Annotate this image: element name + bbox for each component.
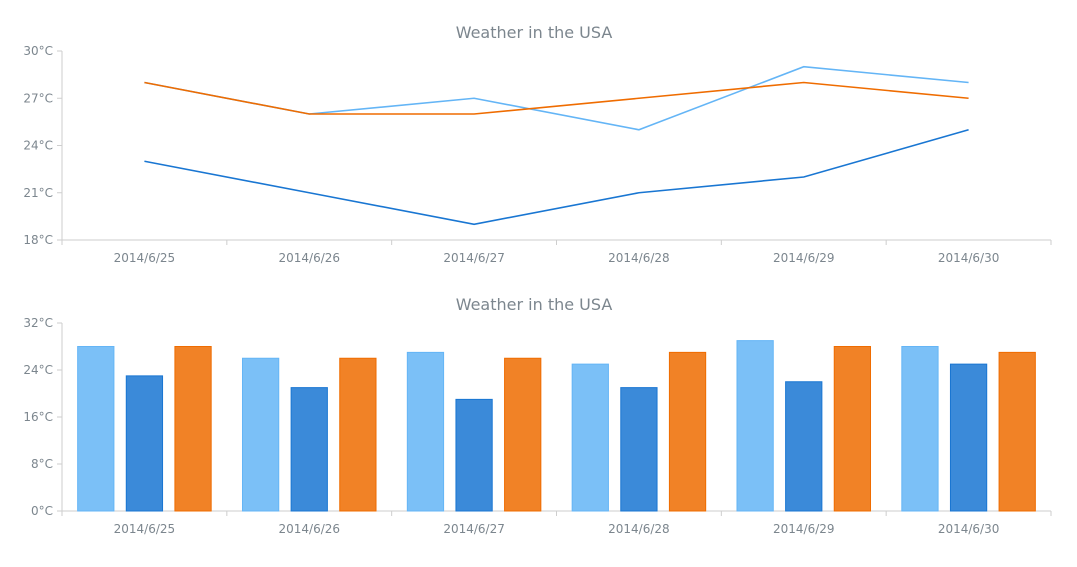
y-tick-label: 8°C xyxy=(31,457,53,471)
bar xyxy=(949,363,988,512)
bar xyxy=(339,357,377,512)
line-series-1 xyxy=(144,65,969,131)
x-tick-label: 2014/6/26 xyxy=(278,522,340,536)
chart-title: Weather in the USA xyxy=(456,23,613,42)
line-series-2 xyxy=(144,128,969,226)
bar xyxy=(785,381,823,512)
y-tick-label: 32°C xyxy=(23,316,53,330)
bar xyxy=(290,387,328,512)
bar xyxy=(125,375,164,512)
y-tick-label: 24°C xyxy=(23,139,53,153)
x-tick-label: 2014/6/29 xyxy=(773,251,835,265)
x-tick-label: 2014/6/29 xyxy=(773,522,835,536)
y-tick-label: 24°C xyxy=(23,363,53,377)
y-tick-label: 30°C xyxy=(23,44,53,58)
bar xyxy=(833,346,872,512)
x-tick-label: 2014/6/27 xyxy=(443,251,505,265)
bar xyxy=(998,351,1036,512)
bar xyxy=(901,346,939,512)
x-tick-label: 2014/6/28 xyxy=(608,522,670,536)
y-tick-label: 0°C xyxy=(31,504,53,518)
bar xyxy=(620,387,658,512)
bar xyxy=(455,398,493,512)
y-tick-label: 21°C xyxy=(23,186,53,200)
x-tick-label: 2014/6/27 xyxy=(443,522,505,536)
bar xyxy=(77,346,115,512)
x-tick-label: 2014/6/30 xyxy=(938,251,1000,265)
bar-chart: Weather in the USA 0°C 8°C 16°C 24°C 32°C 2014… xyxy=(23,295,1052,536)
x-tick-label: 2014/6/26 xyxy=(278,251,340,265)
bar xyxy=(174,346,212,512)
x-tick-label: 2014/6/28 xyxy=(608,251,670,265)
bar xyxy=(736,340,774,512)
bar xyxy=(406,351,445,512)
x-tick-label: 2014/6/30 xyxy=(938,522,1000,536)
x-tick-label: 2014/6/25 xyxy=(114,251,176,265)
bar xyxy=(504,357,542,512)
line-chart: Weather in the USA 18°C 21°C 24°C 27°C 30°C 20… xyxy=(23,23,1052,265)
y-tick-label: 18°C xyxy=(23,233,53,247)
y-tick-label: 27°C xyxy=(23,91,53,105)
y-tick-label: 16°C xyxy=(23,410,53,424)
bar xyxy=(668,351,707,512)
chart-title: Weather in the USA xyxy=(456,295,613,314)
x-tick-label: 2014/6/25 xyxy=(114,522,176,536)
bar xyxy=(241,357,280,512)
line-series-3 xyxy=(144,81,969,115)
bar xyxy=(571,363,609,512)
